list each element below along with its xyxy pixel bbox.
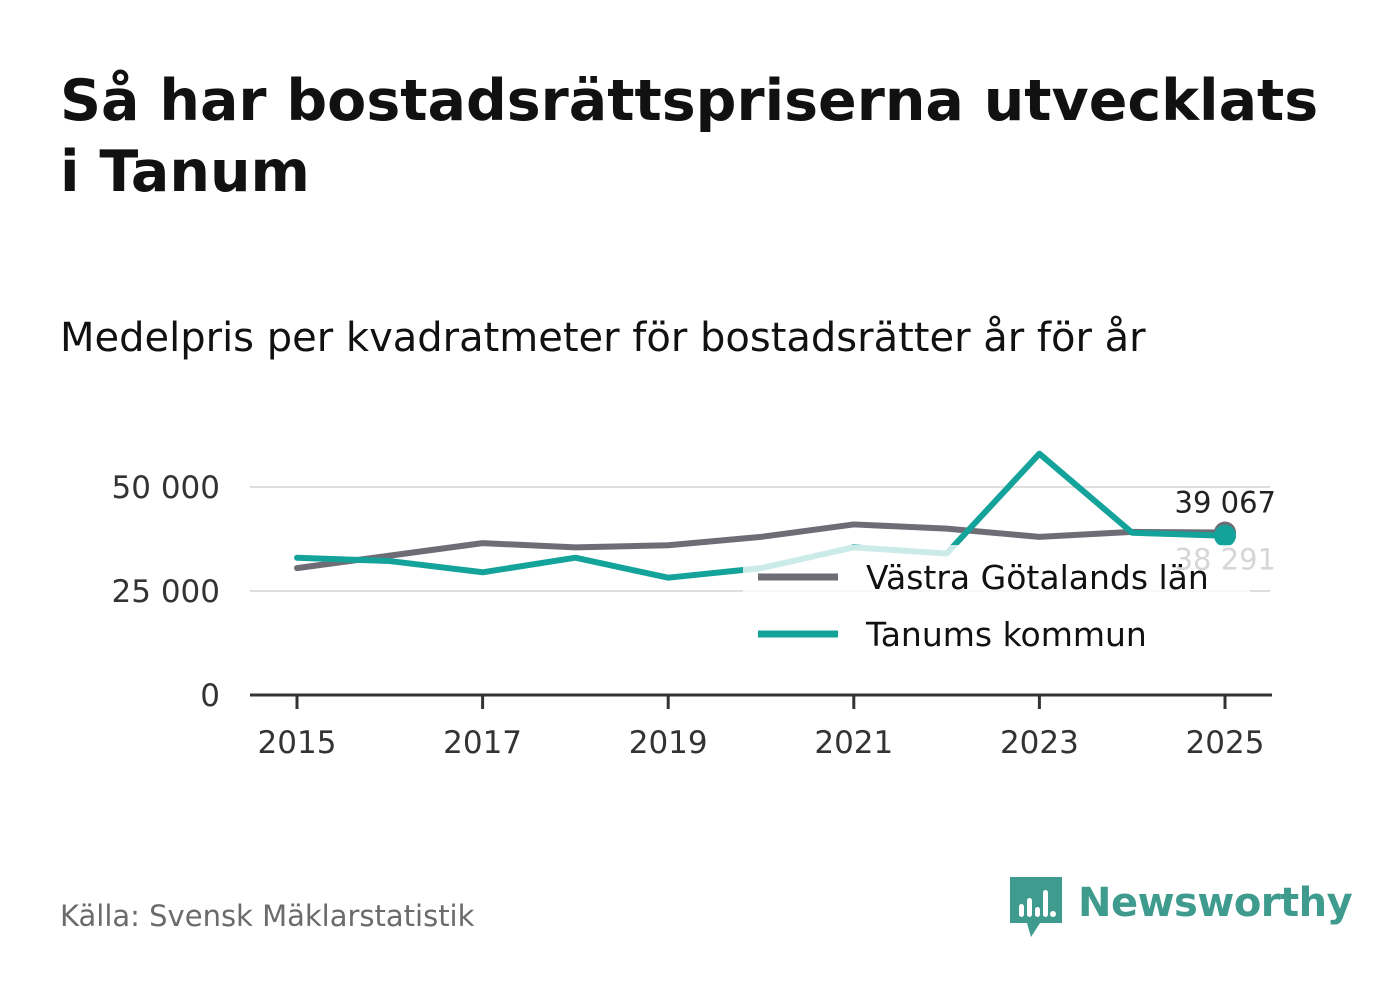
data-point [665,542,671,548]
data-point [758,534,764,540]
data-point [665,575,671,581]
data-point [294,555,300,561]
chart-title: Så har bostadsrättspriserna utvecklats i… [60,68,1319,205]
y-tick-label: 50 000 [112,470,220,506]
data-point [294,565,300,571]
x-tick-label: 2025 [1186,725,1265,761]
data-point [944,526,950,532]
legend-label: Västra Götalands län [866,558,1209,597]
data-point [480,540,486,546]
series-end-marker [1214,524,1236,547]
x-tick-label: 2019 [629,725,708,761]
y-tick-label: 0 [200,678,220,714]
newsworthy-logo-icon [1010,877,1062,937]
data-point [1036,534,1042,540]
brand: Newsworthy [1010,877,1353,939]
y-tick-label: 25 000 [112,574,220,610]
end-label-vastra-gotaland: 39 067 [1175,485,1276,519]
data-point [1129,530,1135,536]
x-tick-label: 2015 [258,725,337,761]
x-tick-label: 2021 [814,725,893,761]
legend-background [743,545,1250,670]
data-point [480,569,486,575]
source-note: Källa: Svensk Mäklarstatistik [60,899,475,933]
data-point [851,521,857,527]
series-line-0 [294,521,1228,572]
x-tick-label: 2017 [443,725,522,761]
data-point [387,558,393,564]
chart-subtitle: Medelpris per kvadratmeter för bostadsrä… [60,315,1146,361]
data-point [1036,451,1042,457]
data-point [572,544,578,550]
brand-name: Newsworthy [1078,880,1353,926]
end-label-tanum: 38 291 [1175,543,1276,577]
data-point [387,553,393,559]
x-tick-label: 2023 [1000,725,1079,761]
legend-label: Tanums kommun [865,615,1147,654]
legend: Västra Götalands län Tanums kommun [743,545,1250,670]
data-point [572,555,578,561]
